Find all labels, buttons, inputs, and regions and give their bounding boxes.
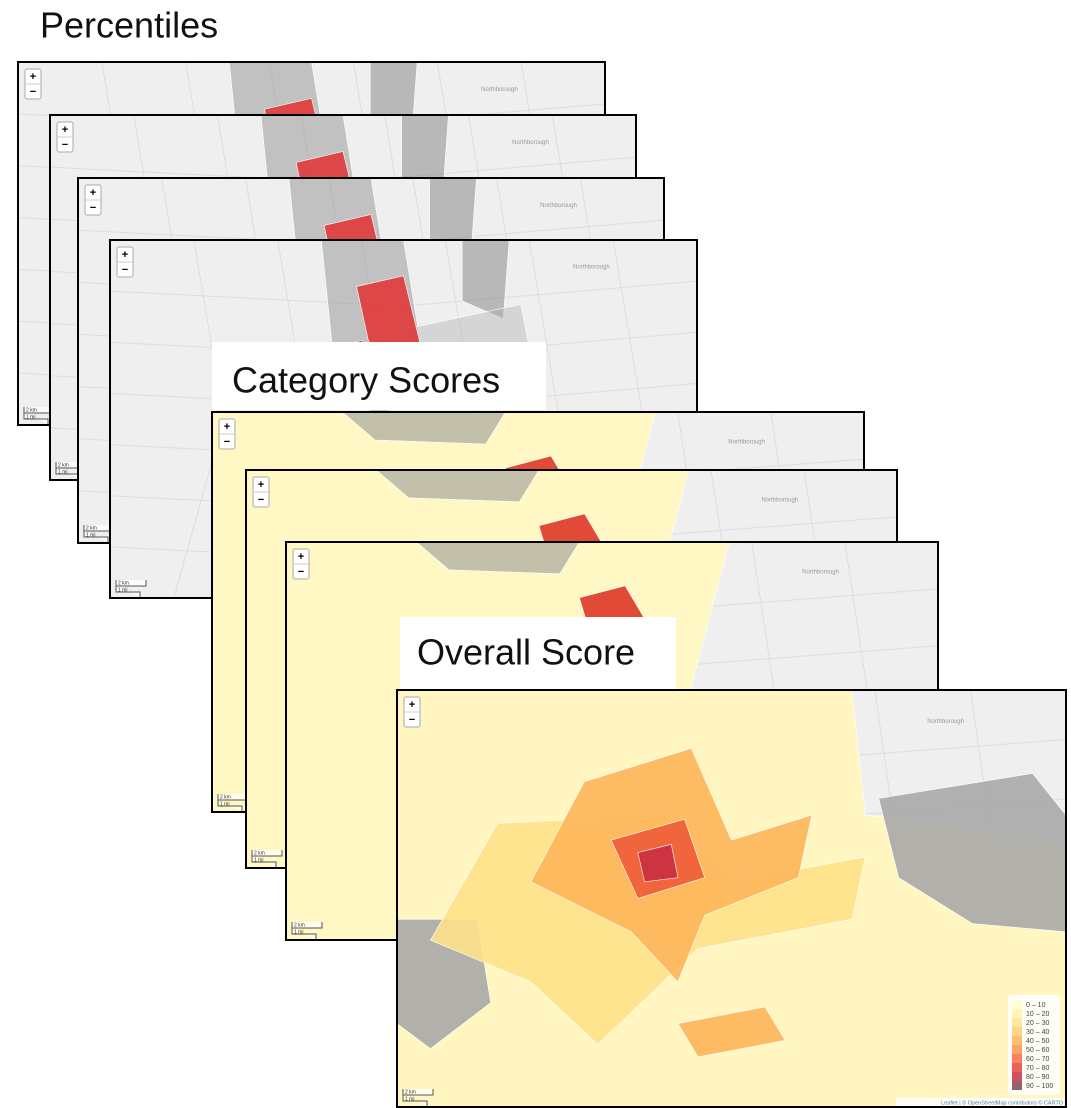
zoom-in[interactable]: + — [122, 249, 128, 261]
legend-swatch — [1012, 1072, 1022, 1081]
scale-mi: 1 mi — [405, 1096, 414, 1102]
legend-label: 60 – 70 — [1026, 1056, 1049, 1063]
legend-swatch — [1012, 1036, 1022, 1045]
scale-km: 2 km — [220, 794, 231, 800]
place-label: Northborough — [802, 569, 839, 575]
scale-km: 2 km — [254, 850, 265, 856]
zoom-in[interactable]: + — [224, 421, 230, 433]
legend-swatch — [1012, 1027, 1022, 1036]
legend-label: 30 – 40 — [1026, 1029, 1049, 1036]
place-label: Northborough — [573, 264, 610, 270]
legend-swatch — [1012, 1054, 1022, 1063]
zoom-out[interactable]: − — [409, 714, 415, 726]
legend-label: 70 – 80 — [1026, 1065, 1049, 1072]
legend-swatch — [1012, 1063, 1022, 1072]
legend-swatch — [1012, 1009, 1022, 1018]
section-title: Category Scores — [232, 360, 500, 401]
zoom-in[interactable]: + — [30, 71, 36, 83]
place-label: Northborough — [481, 87, 518, 93]
scale-mi: 1 mi — [86, 532, 95, 538]
place-label: Northborough — [761, 497, 798, 503]
zoom-in[interactable]: + — [409, 699, 415, 711]
legend-label: 50 – 60 — [1026, 1047, 1049, 1054]
map-content: Northborough + − 2 km1 mi 0 – 10 10 – 20 20 – … — [397, 690, 1066, 1107]
zoom-out[interactable]: − — [224, 436, 230, 448]
place-label: Northborough — [540, 203, 577, 209]
zoom-out[interactable]: − — [298, 566, 304, 578]
scale-mi: 1 mi — [118, 587, 127, 593]
attribution[interactable]: Leaflet | © OpenStreetMap contributors ©… — [941, 1099, 1064, 1106]
zoom-in[interactable]: + — [298, 551, 304, 563]
zoom-out[interactable]: − — [258, 494, 264, 506]
legend-swatch — [1012, 1018, 1022, 1027]
section-title: Percentiles — [40, 5, 218, 46]
scale-mi: 1 mi — [254, 857, 263, 863]
zoom-out[interactable]: − — [90, 202, 96, 214]
legend-label: 90 – 100 — [1026, 1083, 1053, 1090]
place-label: Northborough — [728, 440, 765, 446]
legend-swatch — [1012, 1000, 1022, 1009]
place-label: Northborough — [927, 719, 964, 725]
scale-km: 2 km — [58, 462, 69, 468]
place-label: Northborough — [512, 140, 549, 146]
scale-mi: 1 mi — [26, 414, 35, 420]
zoom-in[interactable]: + — [62, 124, 68, 136]
zoom-out[interactable]: − — [122, 264, 128, 276]
legend-swatch — [1012, 1045, 1022, 1054]
scale-km: 2 km — [405, 1089, 416, 1095]
section-title: Overall Score — [417, 632, 635, 673]
legend-label: 40 – 50 — [1026, 1038, 1049, 1045]
legend-label: 0 – 10 — [1026, 1002, 1046, 1009]
legend-label: 10 – 20 — [1026, 1011, 1049, 1018]
scale-mi: 1 mi — [294, 929, 303, 935]
scale-km: 2 km — [86, 525, 97, 531]
scale-km: 2 km — [26, 407, 37, 413]
legend-label: 20 – 30 — [1026, 1020, 1049, 1027]
figure: PercentilesNorthborough+−2 km1 miNorthbo… — [0, 0, 1071, 1108]
zoom-out[interactable]: − — [62, 139, 68, 151]
scale-km: 2 km — [294, 922, 305, 928]
zoom-in[interactable]: + — [258, 479, 264, 491]
legend-swatch — [1012, 1081, 1022, 1090]
scale-mi: 1 mi — [58, 469, 67, 475]
zoom-in[interactable]: + — [90, 187, 96, 199]
map: Northborough + − 2 km1 mi 0 – 10 10 – 20 20 – … — [397, 690, 1066, 1107]
scale-km: 2 km — [118, 580, 129, 586]
zoom-out[interactable]: − — [30, 86, 36, 98]
scale-mi: 1 mi — [220, 801, 229, 807]
legend-label: 80 – 90 — [1026, 1074, 1049, 1081]
